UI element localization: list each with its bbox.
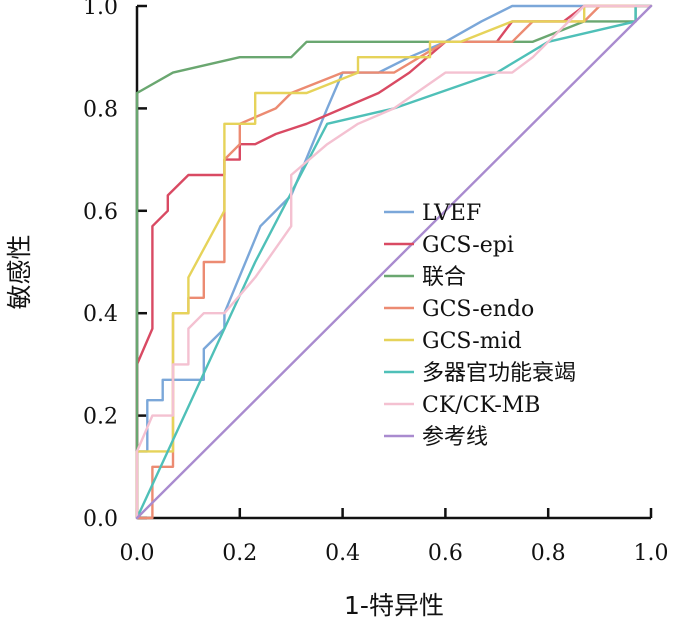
y-tick-label: 1.0: [83, 0, 118, 20]
legend-label: 参考线: [422, 425, 488, 450]
x-axis-label: 1-特异性: [344, 591, 444, 620]
legend-label: CK/CK-MB: [422, 393, 540, 418]
x-tick-label: 0.8: [531, 541, 566, 566]
legend-label: 联合: [422, 265, 466, 290]
series-line-GCS-mid: [135, 4, 653, 520]
series-line-GCS-epi: [135, 4, 653, 520]
plot-series: [135, 4, 653, 520]
y-tick-label: 0.2: [83, 405, 118, 430]
legend-label: LVEF: [422, 201, 481, 226]
y-tick-label: 0.6: [83, 200, 118, 225]
x-tick-label: 0.4: [325, 541, 360, 566]
x-tick-label: 1.0: [634, 541, 669, 566]
legend-label: GCS-endo: [422, 297, 534, 322]
series-line-CK/CK-MB: [135, 4, 653, 520]
x-tick-label: 0.6: [428, 541, 463, 566]
legend: LVEF GCS-epi 联合 GCS-endo GCS-mid 多器官功能衰竭 CK/CK…: [384, 201, 576, 450]
y-tick-label: 0.4: [83, 302, 118, 327]
legend-label: GCS-epi: [422, 233, 514, 258]
y-axis-label: 敏感性: [5, 234, 34, 309]
legend-label: 多器官功能衰竭: [422, 361, 576, 386]
y-tick-label: 0.8: [83, 97, 118, 122]
plot-axes: 0.0 0.2 0.4 0.6 0.8 1.0 0.0 0.2 0.4 0.6 0.8 1.0: [83, 0, 669, 566]
x-tick-label: 0.2: [222, 541, 257, 566]
y-tick-label: 0.0: [83, 507, 118, 532]
x-tick-label: 0.0: [120, 541, 155, 566]
series-line-参考线: [135, 4, 653, 520]
legend-label: GCS-mid: [422, 329, 522, 354]
